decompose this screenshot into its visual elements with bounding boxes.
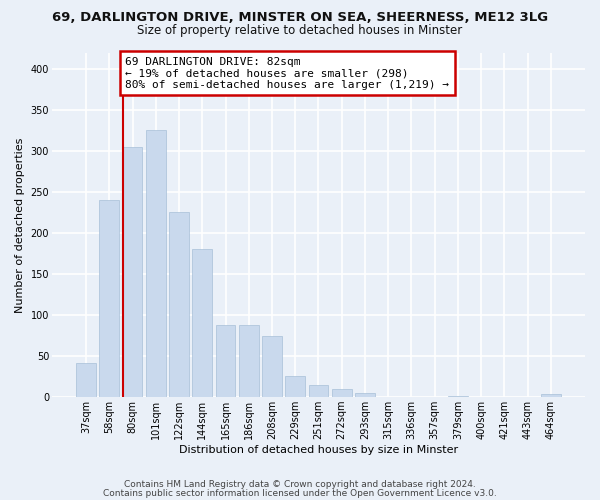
Y-axis label: Number of detached properties: Number of detached properties [15,137,25,312]
Bar [541,394,561,397]
Text: Contains HM Land Registry data © Crown copyright and database right 2024.: Contains HM Land Registry data © Crown c… [124,480,476,489]
Bar [332,389,352,397]
Bar [448,396,468,397]
Bar [76,362,96,397]
Bar [169,212,189,397]
Text: 69, DARLINGTON DRIVE, MINSTER ON SEA, SHEERNESS, ME12 3LG: 69, DARLINGTON DRIVE, MINSTER ON SEA, SH… [52,11,548,24]
Bar [122,147,142,397]
Bar [193,250,212,397]
Bar [308,385,328,397]
Bar [100,200,119,397]
Bar [262,336,282,397]
Bar [286,376,305,397]
Bar [239,325,259,397]
Text: Size of property relative to detached houses in Minster: Size of property relative to detached ho… [137,24,463,37]
Bar [146,130,166,397]
Text: Contains public sector information licensed under the Open Government Licence v3: Contains public sector information licen… [103,489,497,498]
Bar [355,393,375,397]
Text: 69 DARLINGTON DRIVE: 82sqm
← 19% of detached houses are smaller (298)
80% of sem: 69 DARLINGTON DRIVE: 82sqm ← 19% of deta… [125,56,449,90]
Bar [215,325,235,397]
X-axis label: Distribution of detached houses by size in Minster: Distribution of detached houses by size … [179,445,458,455]
